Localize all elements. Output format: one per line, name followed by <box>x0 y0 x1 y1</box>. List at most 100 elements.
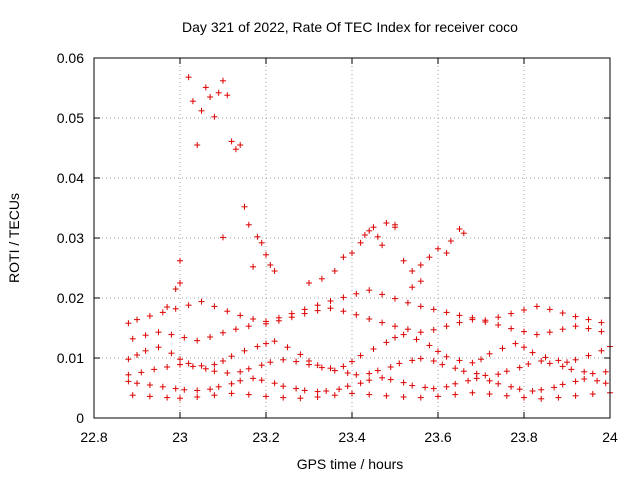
data-point <box>572 313 579 320</box>
data-point <box>499 345 506 352</box>
data-point <box>237 377 244 384</box>
data-point <box>228 380 235 387</box>
data-point <box>254 343 261 350</box>
x-tick-label: 23 <box>172 429 188 445</box>
data-point <box>220 77 226 84</box>
data-point <box>585 325 592 332</box>
data-point <box>460 368 467 375</box>
y-tick-label: 0.06 <box>57 50 84 66</box>
data-point <box>435 393 441 400</box>
data-point <box>379 319 386 326</box>
data-point <box>598 328 605 335</box>
data-point <box>508 383 515 390</box>
data-point <box>164 364 171 370</box>
data-point <box>301 306 308 313</box>
data-point <box>340 254 347 261</box>
data-point <box>559 381 566 388</box>
data-point <box>314 388 321 395</box>
data-point <box>413 336 420 343</box>
data-point <box>125 378 132 385</box>
data-point <box>546 329 553 336</box>
x-axis-label: GPS time / hours <box>297 456 404 472</box>
data-point <box>379 374 386 381</box>
data-point <box>516 364 523 371</box>
data-point <box>263 251 269 258</box>
data-point <box>181 386 188 393</box>
data-point <box>194 387 201 394</box>
data-point <box>125 356 132 363</box>
data-point <box>314 307 321 314</box>
data-point <box>172 305 179 312</box>
data-point <box>194 394 201 400</box>
data-point <box>585 352 592 359</box>
data-point <box>456 312 463 319</box>
data-point <box>486 350 493 357</box>
data-point <box>443 250 450 256</box>
data-point <box>533 331 540 338</box>
data-point <box>482 372 489 379</box>
data-point <box>572 323 579 330</box>
data-point <box>598 319 605 326</box>
data-point <box>521 328 527 335</box>
data-point <box>224 308 231 315</box>
data-point <box>417 329 424 336</box>
data-point <box>155 329 162 336</box>
data-point <box>542 354 549 361</box>
data-point <box>374 367 381 374</box>
data-point <box>327 365 334 372</box>
data-point <box>271 380 278 387</box>
data-point <box>211 113 218 120</box>
data-point <box>271 268 278 274</box>
data-point <box>250 263 257 270</box>
data-point <box>189 98 196 105</box>
data-point <box>250 375 257 382</box>
data-point <box>267 359 274 366</box>
data-point <box>189 363 196 370</box>
data-point <box>237 368 244 375</box>
data-point <box>366 316 373 322</box>
data-point <box>168 331 175 338</box>
data-point <box>366 391 373 398</box>
data-point <box>478 356 484 363</box>
data-point <box>589 370 596 377</box>
data-point <box>469 389 476 396</box>
data-point <box>400 379 407 386</box>
data-point <box>508 325 515 332</box>
data-point <box>125 371 132 378</box>
data-point <box>559 310 566 316</box>
data-point <box>134 380 140 387</box>
data-point <box>400 257 407 264</box>
data-point <box>435 348 441 355</box>
data-point <box>280 383 287 390</box>
data-point <box>220 358 226 364</box>
data-point <box>379 291 386 298</box>
chart-title: Day 321 of 2022, Rate Of TEC Index for r… <box>182 19 518 35</box>
data-point <box>301 387 308 394</box>
data-point <box>185 360 192 367</box>
data-point <box>417 278 424 285</box>
data-point <box>486 391 493 397</box>
data-point <box>486 377 493 384</box>
x-tick-label: 23.8 <box>510 429 537 445</box>
data-point <box>495 314 502 321</box>
data-point <box>349 250 355 256</box>
data-point <box>280 356 287 363</box>
data-point <box>349 390 355 397</box>
data-point <box>318 364 325 371</box>
data-point <box>202 365 209 372</box>
x-tick-label: 24 <box>602 429 618 445</box>
data-point <box>512 340 519 347</box>
data-point <box>275 314 282 321</box>
data-point <box>172 385 179 392</box>
data-point <box>383 339 390 346</box>
data-point <box>602 380 609 387</box>
data-point <box>129 335 136 342</box>
data-point <box>142 347 149 354</box>
data-point <box>417 394 424 401</box>
data-point <box>366 287 373 294</box>
data-point <box>280 394 287 401</box>
data-point <box>529 349 536 356</box>
data-point <box>357 239 364 246</box>
data-point <box>521 307 527 313</box>
data-point <box>228 353 235 360</box>
